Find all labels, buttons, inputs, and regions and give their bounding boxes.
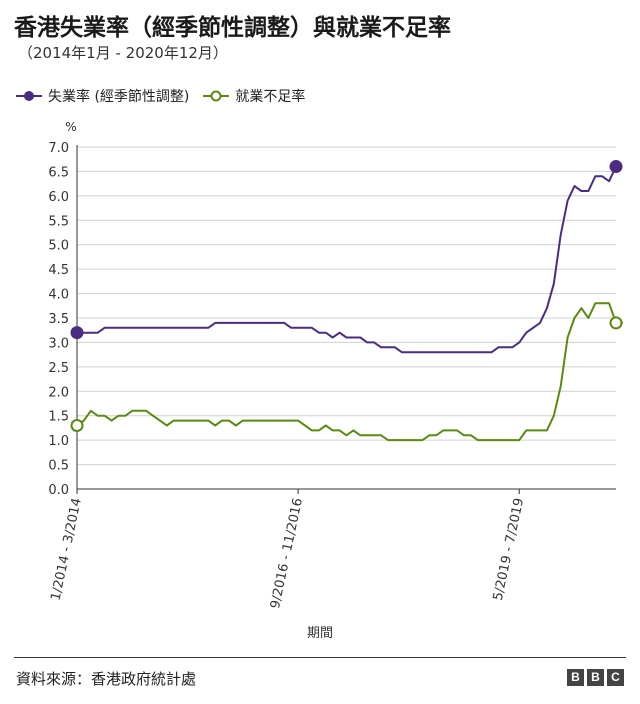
- y-tick-label: 3.0: [48, 336, 69, 351]
- legend: 失業率 (經季節性調整) 就業不足率: [16, 86, 319, 106]
- y-tick-label: 4.0: [48, 288, 69, 303]
- y-tick-label: 1.5: [48, 410, 69, 425]
- bbc-logo-letter: B: [587, 669, 604, 686]
- y-tick-label: 4.5: [48, 263, 69, 278]
- legend-label-unemployment: 失業率 (經季節性調整): [48, 89, 190, 105]
- x-axis-label: 期間: [306, 626, 333, 641]
- underemployment-start-marker: [70, 418, 84, 432]
- filled-circle-marker-icon: [16, 91, 42, 101]
- unemployment-start-marker: [70, 326, 84, 340]
- y-tick-label: 1.0: [48, 434, 69, 449]
- unemployment-end-marker: [609, 160, 623, 174]
- legend-item-unemployment[interactable]: 失業率 (經季節性調整): [16, 86, 189, 106]
- open-circle-marker-icon: [203, 90, 230, 102]
- chart-title: 香港失業率（經季節性調整）與就業不足率: [14, 15, 451, 41]
- bbc-logo-letter: B: [567, 669, 584, 686]
- source-note: 資料來源：香港政府統計處: [16, 670, 197, 688]
- y-tick-label: 5.5: [48, 214, 69, 229]
- bbc-logo-letter: C: [607, 669, 624, 686]
- y-tick-label: 7.0: [48, 141, 69, 156]
- y-tick-label: 6.0: [48, 190, 69, 205]
- y-tick-label: 0.5: [48, 459, 69, 474]
- y-tick-label: 2.0: [48, 385, 69, 400]
- x-tick-label: 1/2014 - 3/2014: [49, 497, 85, 602]
- x-tick-label: 9/2016 - 11/2016: [268, 497, 306, 610]
- footer-divider: [14, 657, 626, 658]
- underemployment-line: [76, 302, 623, 442]
- legend-item-underemployment[interactable]: 就業不足率: [203, 86, 305, 106]
- y-tick-label: 6.5: [48, 165, 69, 180]
- legend-label-underemployment: 就業不足率: [235, 89, 306, 105]
- y-axis-unit-label: %: [65, 120, 76, 134]
- y-tick-label: 3.5: [48, 312, 69, 327]
- y-tick-label: 2.5: [48, 361, 69, 376]
- y-tick-label: 5.0: [48, 239, 69, 254]
- y-tick-label: 0.0: [48, 483, 69, 498]
- unemployment-line: [77, 166, 617, 354]
- line-chart: 0.0 0.5 1.0 1.5 2.0 2.5 3.0 3.5 4.0 4.5 5.0 5.5 6.0 6…: [48, 120, 623, 610]
- chart-subtitle: （2014年1月 - 2020年12月）: [18, 44, 228, 62]
- bbc-logo: B B C: [564, 669, 624, 686]
- underemployment-end-marker: [609, 316, 623, 330]
- x-tick-label: 5/2019 - 7/2019: [491, 497, 527, 602]
